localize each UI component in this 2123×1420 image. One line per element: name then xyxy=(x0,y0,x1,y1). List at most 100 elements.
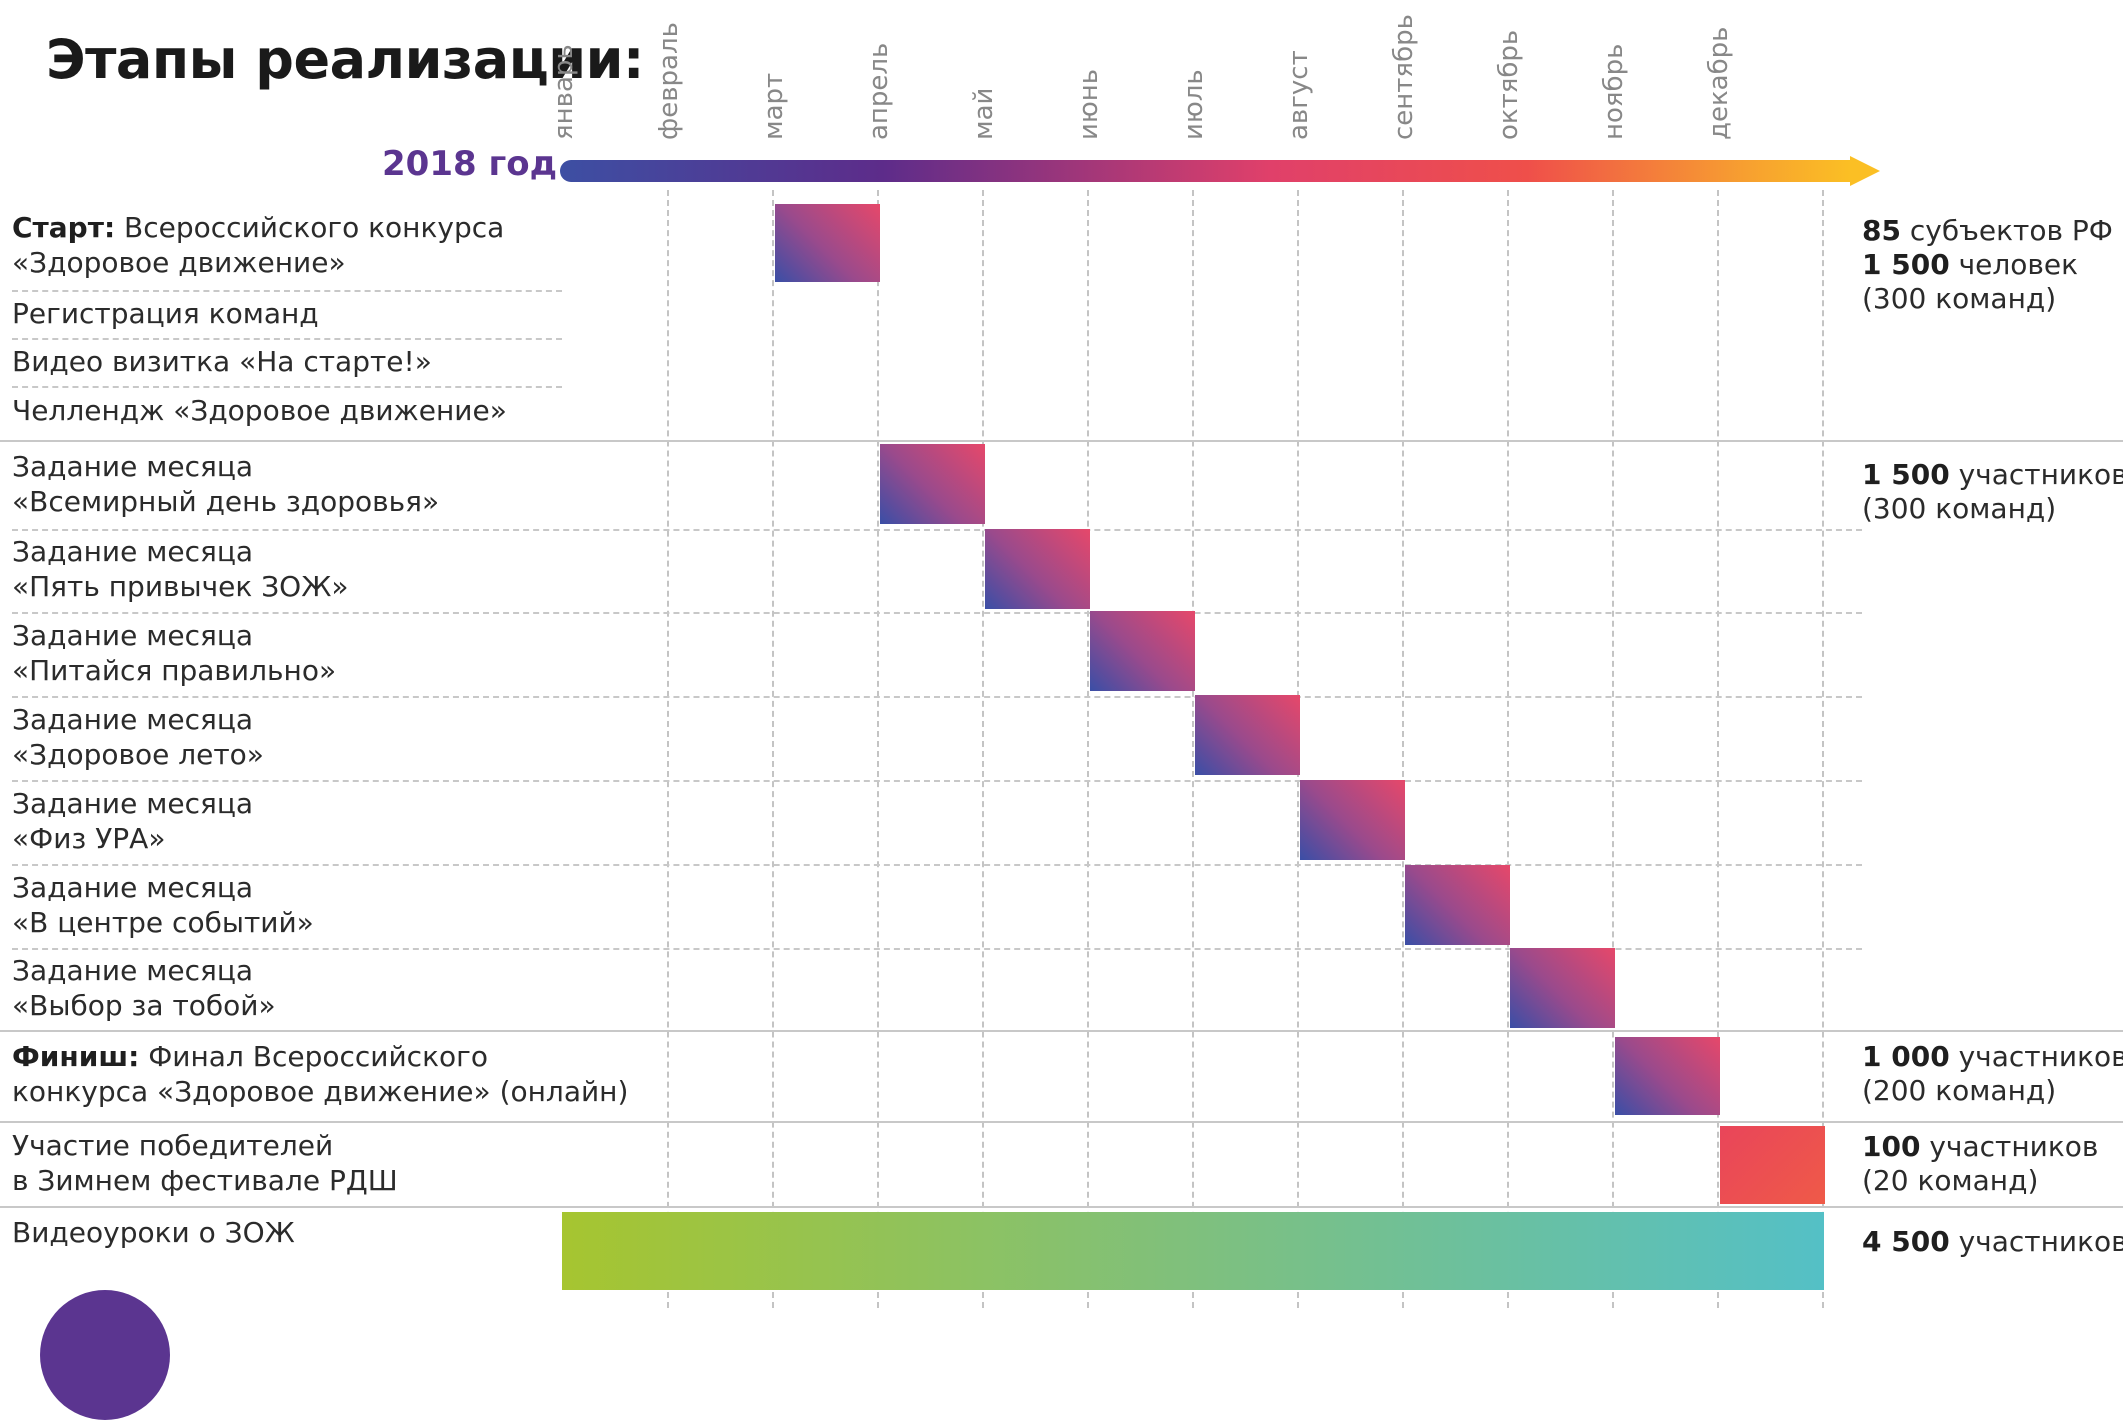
task-bar xyxy=(880,444,985,524)
task-subtitle: «Физ УРА» xyxy=(12,822,166,855)
task-row: Задание месяца «Физ УРА» xyxy=(12,786,253,856)
participant-stat: 100 участников (20 команд) xyxy=(1862,1130,2098,1198)
month-text: август xyxy=(1283,50,1314,140)
row-divider xyxy=(12,948,1862,950)
month-gridline xyxy=(1717,190,1719,1308)
section-divider xyxy=(0,1030,2123,1032)
task-stage-label: Старт: xyxy=(12,211,116,244)
task-title: Регистрация команд xyxy=(12,297,319,330)
month-gridline xyxy=(982,190,984,1308)
task-subtitle: «Здоровое лето» xyxy=(12,738,264,771)
task-title: Задание месяца xyxy=(12,450,254,483)
task-row: Регистрация команд xyxy=(12,296,319,331)
month-text: сентябрь xyxy=(1388,14,1419,140)
stat-number: 1 500 xyxy=(1862,248,1950,281)
row-divider xyxy=(12,612,1862,614)
task-title: Задание месяца xyxy=(12,787,254,820)
participant-stat: 1 500 участников (300 команд) xyxy=(1862,458,2123,526)
task-row: Задание месяца «Всемирный день здоровья» xyxy=(12,449,439,519)
month-text: июнь xyxy=(1073,68,1104,140)
task-subtitle: «Здоровое движение» xyxy=(12,246,346,279)
month-gridline xyxy=(877,190,879,1308)
month-text: октябрь xyxy=(1493,29,1524,140)
row-divider xyxy=(12,386,562,388)
stat-text: участников xyxy=(1920,1130,2099,1163)
month-text: май xyxy=(968,87,999,140)
stat-number: 1 000 xyxy=(1862,1040,1950,1073)
task-row: Задание месяца «Здоровое лето» xyxy=(12,702,264,772)
month-text: февраль xyxy=(653,22,684,140)
stat-text: участников xyxy=(1949,458,2123,491)
task-subtitle: «В центре событий» xyxy=(12,906,314,939)
task-title: Задание месяца xyxy=(12,871,254,904)
task-title: Задание месяца xyxy=(12,619,254,652)
month-text: апрель xyxy=(863,42,894,140)
month-gridline xyxy=(1402,190,1404,1308)
month-gridline xyxy=(1192,190,1194,1308)
task-title: Видео визитка «На старте!» xyxy=(12,345,432,378)
task-row: Задание месяца «Питайся правильно» xyxy=(12,618,336,688)
section-divider xyxy=(0,1121,2123,1123)
timeline-diagram: Этапы реализации: 2018 год январь февраль… xyxy=(0,14,2123,1420)
row-divider xyxy=(12,864,1862,866)
task-bar xyxy=(1300,780,1405,860)
task-bar xyxy=(562,1212,1824,1290)
stat-text: человек xyxy=(1949,248,2079,281)
month-text: июль xyxy=(1178,69,1209,140)
month-text: январь xyxy=(548,44,579,140)
row-divider xyxy=(12,290,562,292)
row-divider xyxy=(12,338,562,340)
stat-text: (20 команд) xyxy=(1862,1164,2039,1197)
task-row: Участие победителей в Зимнем фестивале РД… xyxy=(12,1128,398,1198)
task-bar xyxy=(1615,1037,1720,1115)
stat-number: 4 500 xyxy=(1862,1225,1950,1258)
stat-text: субъектов РФ xyxy=(1900,214,2113,247)
task-subtitle: «Выбор за тобой» xyxy=(12,989,276,1022)
task-bar xyxy=(1405,865,1510,945)
year-label: 2018 год xyxy=(382,144,558,184)
page-title: Этапы реализации: xyxy=(46,28,645,91)
task-subtitle: в Зимнем фестивале РДШ xyxy=(12,1164,398,1197)
task-subtitle: «Питайся правильно» xyxy=(12,654,337,687)
stat-text: участников xyxy=(1949,1040,2123,1073)
task-bar xyxy=(775,204,880,282)
task-title: Участие победителей xyxy=(12,1129,334,1162)
task-row: Видео визитка «На старте!» xyxy=(12,344,432,379)
month-text: декабрь xyxy=(1703,26,1734,140)
stat-text: участников xyxy=(1949,1225,2123,1258)
section-divider xyxy=(0,1206,2123,1208)
task-title: Видеоуроки о ЗОЖ xyxy=(12,1216,295,1249)
participant-stat: 1 000 участников (200 команд) xyxy=(1862,1040,2123,1108)
stat-text: (300 команд) xyxy=(1862,492,2057,525)
timeline-arrow-bar xyxy=(560,160,1850,182)
task-title: Финал Всероссийского xyxy=(139,1040,488,1073)
task-row: Челлендж «Здоровое движение» xyxy=(12,393,507,428)
month-gridline xyxy=(1087,190,1089,1308)
task-title: Задание месяца xyxy=(12,954,254,987)
section-divider xyxy=(0,440,2123,442)
task-bar xyxy=(1720,1126,1825,1204)
task-stage-label: Финиш: xyxy=(12,1040,140,1073)
task-row: Финиш: Финал Всероссийского конкурса «Здо… xyxy=(12,1039,628,1109)
stat-text: (200 команд) xyxy=(1862,1074,2057,1107)
task-bar xyxy=(985,529,1090,609)
task-row: Старт: Всероссийского конкурса «Здоровое … xyxy=(12,210,504,280)
task-row: Задание месяца «Пять привычек ЗОЖ» xyxy=(12,534,349,604)
arrow-head-icon xyxy=(1850,156,1880,186)
task-bar xyxy=(1090,611,1195,691)
task-title: Задание месяца xyxy=(12,535,254,568)
logo-circle-icon xyxy=(40,1290,170,1420)
task-title: Задание месяца xyxy=(12,703,254,736)
task-row: Задание месяца «Выбор за тобой» xyxy=(12,953,276,1023)
stat-number: 85 xyxy=(1862,214,1901,247)
month-gridline xyxy=(772,190,774,1308)
month-gridline xyxy=(1507,190,1509,1308)
stat-text: (300 команд) xyxy=(1862,282,2057,315)
task-row: Видеоуроки о ЗОЖ xyxy=(12,1215,295,1250)
row-divider xyxy=(12,529,1862,531)
task-subtitle: конкурса «Здоровое движение» (онлайн) xyxy=(12,1075,629,1108)
row-divider xyxy=(12,696,1862,698)
task-title: Всероссийского конкурса xyxy=(115,211,505,244)
month-gridline xyxy=(1612,190,1614,1308)
row-divider xyxy=(12,780,1862,782)
